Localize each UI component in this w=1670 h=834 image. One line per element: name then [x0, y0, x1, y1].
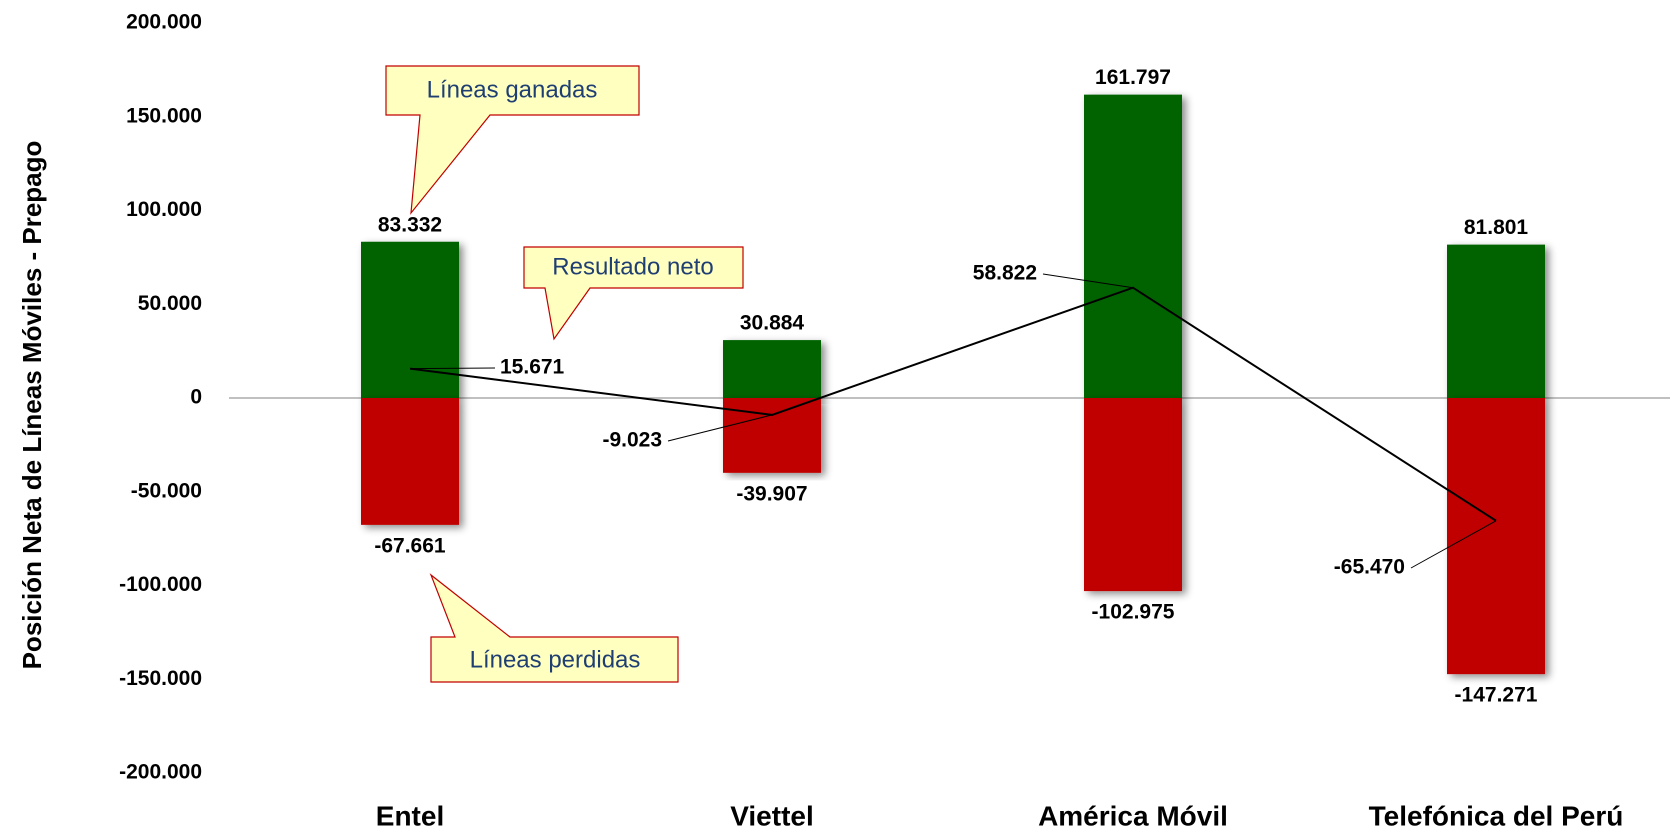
- net-line: [409, 286, 1497, 522]
- bar: [361, 241, 459, 398]
- bar: [1447, 244, 1545, 398]
- data-label: 83.332: [378, 213, 442, 236]
- x-tick-label: Telefónica del Perú: [1369, 800, 1624, 831]
- data-label: -65.470: [1334, 556, 1405, 579]
- data-label: 15.671: [500, 356, 565, 379]
- x-tick-label: Entel: [376, 800, 444, 831]
- bar: [1084, 398, 1182, 592]
- bar: [723, 398, 821, 473]
- y-tick-label: 200.000: [126, 11, 202, 34]
- data-label: -102.975: [1092, 601, 1175, 624]
- legend-label: Líneas ganadas: [427, 76, 598, 103]
- y-tick-label: 100.000: [126, 198, 202, 221]
- y-tick-label: 150.000: [126, 104, 202, 127]
- leader-line: [1042, 273, 1134, 289]
- data-label: -67.661: [374, 534, 446, 557]
- y-tick-label: -50.000: [131, 479, 202, 502]
- leader-line: [667, 414, 773, 442]
- data-label: 81.801: [1464, 216, 1529, 239]
- data-label: -39.907: [736, 482, 807, 505]
- bar: [1447, 398, 1545, 675]
- data-label: 58.822: [973, 262, 1037, 285]
- callout-shape: [385, 65, 640, 215]
- legend-label: Líneas perdidas: [470, 646, 641, 673]
- data-label: -147.271: [1455, 684, 1538, 707]
- legend-label: Resultado neto: [552, 253, 713, 280]
- x-tick-label: América Móvil: [1038, 800, 1228, 831]
- callout-shape: [429, 573, 679, 683]
- y-tick-label: -150.000: [119, 667, 202, 690]
- callout-lost: Líneas perdidas: [429, 573, 679, 683]
- plot: -200.000 -150.000 -100.000 -50.000 0 50.000 10…: [119, 11, 1670, 831]
- y-tick-label: -200.000: [119, 761, 202, 784]
- callout-gained: Líneas ganadas: [385, 65, 640, 215]
- bar: [1084, 94, 1182, 399]
- leader-line: [409, 367, 496, 370]
- y-axis-label: Posición Neta de Líneas Móviles - Prepag…: [17, 141, 47, 670]
- data-label: -9.023: [602, 429, 662, 452]
- data-label: 30.884: [740, 312, 805, 335]
- x-tick-label: Viettel: [730, 800, 814, 831]
- callout-net: Resultado neto: [523, 246, 744, 341]
- y-tick-label: 0: [190, 386, 202, 409]
- leader-line: [1410, 520, 1497, 569]
- bar: [361, 398, 459, 525]
- bar: [723, 340, 821, 398]
- y-tick-label: -100.000: [119, 573, 202, 596]
- callout-shape: [523, 246, 744, 341]
- y-tick-label: 50.000: [138, 292, 202, 315]
- data-label: 161.797: [1095, 66, 1171, 89]
